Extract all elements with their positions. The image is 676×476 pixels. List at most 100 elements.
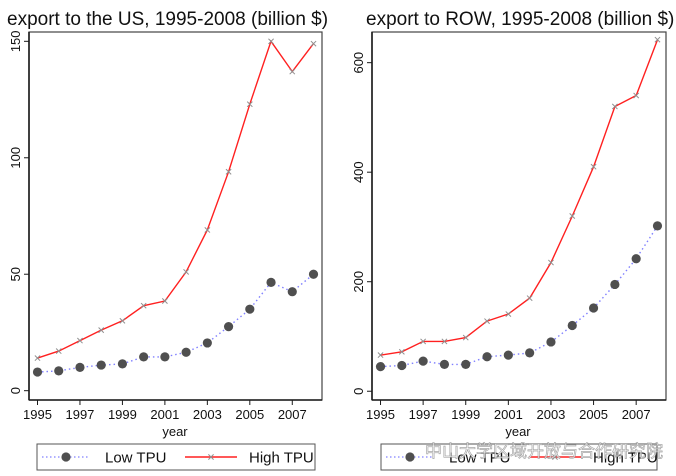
y-tick-label: 200 <box>351 271 366 293</box>
data-point-high-tpu <box>377 352 384 359</box>
data-point-low-tpu <box>439 359 450 370</box>
axes: 0 50 100 150 1995 1997 1999 2001 2003 2005 2007 <box>8 30 322 422</box>
x-tick-label: 1997 <box>409 407 438 422</box>
legend-swatch-low-tpu-marker <box>61 452 71 462</box>
x-marker-stroke <box>633 92 640 99</box>
x-marker-stroke <box>526 295 533 302</box>
axes: 0 200 400 600 1995 1997 1999 2001 2003 2005 2007 <box>351 32 666 422</box>
data-point-low-tpu <box>308 269 319 279</box>
x-marker-stroke <box>441 338 448 345</box>
x-marker-stroke <box>98 327 105 334</box>
y-tick-label: 100 <box>8 147 23 169</box>
data-point-low-tpu <box>631 254 641 264</box>
data-point-low-tpu <box>202 338 212 348</box>
data-point-low-tpu <box>503 350 513 360</box>
data-point-high-tpu <box>420 338 427 345</box>
x-marker-stroke <box>183 268 190 275</box>
data-point-high-tpu <box>55 348 62 355</box>
data-point-high-tpu <box>310 40 317 47</box>
data-point-high-tpu <box>77 337 83 344</box>
y-tick-label: 600 <box>351 52 366 74</box>
x-marker-stroke <box>548 259 554 266</box>
data-point-high-tpu <box>548 259 554 266</box>
chart-panel-us: export to the US, 1995-2008 (billion $) … <box>7 9 328 471</box>
x-marker-stroke <box>77 337 83 344</box>
x-tick-label: 1999 <box>108 407 137 422</box>
data-point-low-tpu <box>266 277 276 287</box>
data-point-low-tpu <box>567 320 577 331</box>
legend-swatch-high-tpu-marker <box>552 454 558 460</box>
x-marker-stroke <box>484 318 490 325</box>
x-marker-stroke <box>246 101 253 108</box>
data-point-high-tpu <box>140 302 147 309</box>
data-point-high-tpu <box>590 163 597 170</box>
data-point-low-tpu <box>418 356 428 366</box>
x-tick-label: 2001 <box>494 407 523 422</box>
x-marker-stroke <box>55 348 62 355</box>
data-point-low-tpu <box>375 361 386 372</box>
data-point-low-tpu <box>181 347 191 357</box>
chart-panel-row: export to ROW, 1995-2008 (billion $) 0 20… <box>351 9 674 471</box>
x-marker-stroke <box>161 298 168 304</box>
data-point-low-tpu <box>160 352 170 362</box>
x-marker-stroke <box>289 68 296 75</box>
data-point-high-tpu <box>462 334 469 341</box>
x-tick-label: 1997 <box>65 407 94 422</box>
x-marker-stroke <box>225 168 232 175</box>
x-marker-stroke <box>611 103 618 110</box>
data-point-high-tpu <box>119 317 126 324</box>
data-point-high-tpu <box>225 168 232 175</box>
y-tick-label: 0 <box>351 388 366 395</box>
data-point-low-tpu <box>245 304 255 314</box>
x-marker-stroke <box>505 311 512 317</box>
data-point-low-tpu <box>287 287 297 297</box>
data-point-high-tpu <box>526 295 533 302</box>
legend-label-high-tpu: High TPU <box>593 450 658 467</box>
x-tick-label: 2007 <box>278 407 307 422</box>
data-point-high-tpu <box>268 38 274 45</box>
x-tick-label: 2005 <box>235 407 264 422</box>
data-point-low-tpu <box>652 221 663 231</box>
x-axis-label: year <box>505 424 531 439</box>
series-line-high-tpu <box>380 39 659 356</box>
data-point-high-tpu <box>654 36 661 43</box>
legend: Low TPU High TPU <box>36 443 316 471</box>
x-tick-label: 1995 <box>366 407 395 422</box>
x-marker-stroke <box>377 352 384 359</box>
x-marker-stroke <box>462 334 469 341</box>
chart-title: export to ROW, 1995-2008 (billion $) <box>366 9 674 30</box>
x-marker-stroke <box>420 338 427 345</box>
data-point-low-tpu <box>482 352 492 362</box>
data-point-high-tpu <box>289 68 296 75</box>
y-tick-label: 0 <box>8 387 23 394</box>
data-point-low-tpu <box>32 367 43 377</box>
chart-title: export to the US, 1995-2008 (billion $) <box>7 9 328 30</box>
legend-label-low-tpu: Low TPU <box>449 450 510 467</box>
data-point-high-tpu <box>441 338 448 345</box>
data-point-low-tpu <box>54 366 64 376</box>
series-line-low-tpu <box>37 273 314 373</box>
y-tick-label: 150 <box>8 30 23 52</box>
series-line-high-tpu <box>37 39 315 359</box>
x-tick-label: 2001 <box>150 407 179 422</box>
data-point-low-tpu <box>397 360 407 371</box>
data-point-low-tpu <box>96 360 106 370</box>
data-point-high-tpu <box>633 92 640 99</box>
data-point-high-tpu <box>505 311 512 317</box>
legend-swatch-low-tpu-marker <box>405 452 415 462</box>
data-point-low-tpu <box>461 359 471 370</box>
data-point-high-tpu <box>569 213 576 219</box>
data-point-high-tpu <box>611 103 618 110</box>
data-point-high-tpu <box>34 355 41 362</box>
data-point-low-tpu <box>610 279 620 290</box>
watermark: 中山大学区域开放与合作研究院 <box>425 442 663 461</box>
x-marker-stroke <box>398 348 405 355</box>
x-tick-label: 2003 <box>536 407 565 422</box>
data-point-high-tpu <box>484 318 490 325</box>
data-point-low-tpu <box>139 352 149 362</box>
x-marker-stroke <box>310 40 317 47</box>
data-point-high-tpu <box>183 268 190 275</box>
data-point-high-tpu <box>398 348 405 355</box>
legend-swatch-high-tpu-marker <box>208 454 214 460</box>
